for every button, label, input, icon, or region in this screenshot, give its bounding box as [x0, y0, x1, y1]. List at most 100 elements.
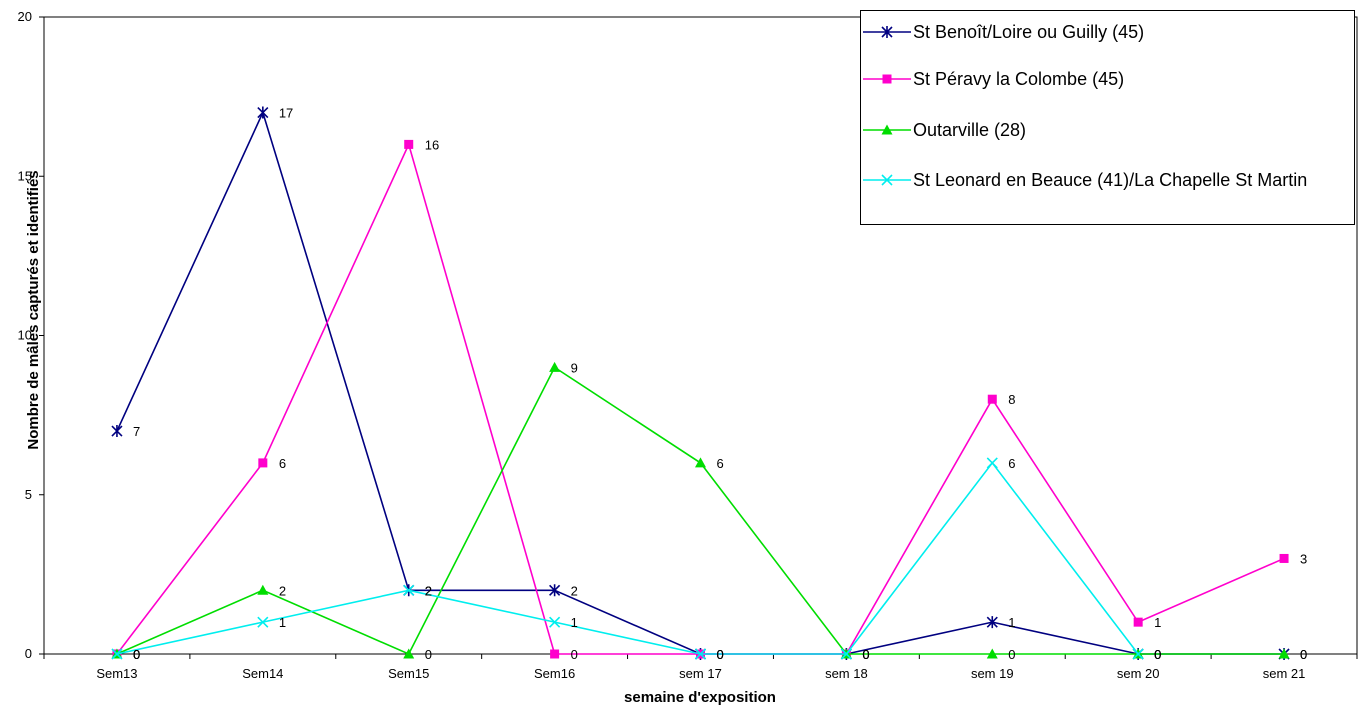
- data-label: 2: [279, 583, 286, 598]
- data-label: 0: [1008, 647, 1015, 662]
- data-label: 0: [133, 647, 140, 662]
- data-point-star: [111, 425, 123, 438]
- x-tick-label: sem 19: [971, 666, 1014, 681]
- data-label: 0: [133, 647, 140, 662]
- x-tick-label: Sem14: [242, 666, 283, 681]
- data-label: 0: [862, 647, 869, 662]
- data-label: 8: [1008, 392, 1015, 407]
- data-point-x: [549, 616, 561, 628]
- data-point-x: [694, 648, 707, 660]
- data-point-x: [1132, 648, 1144, 660]
- legend-item: St Benoît/Loire ou Guilly (45): [861, 21, 1333, 43]
- legend-label: St Péravy la Colombe (45): [913, 69, 1125, 89]
- data-label: 0: [1300, 647, 1307, 662]
- data-label: 0: [717, 647, 724, 662]
- y-tick-labels: 0 5 10 15 20: [18, 9, 32, 661]
- y-tick-label: 10: [18, 328, 32, 343]
- series-4: [111, 457, 1144, 660]
- legend-item: St Péravy la Colombe (45): [861, 68, 1333, 90]
- data-point-square: [258, 458, 268, 468]
- data-label: 3: [1300, 551, 1307, 566]
- legend-label: St Leonard en Beauce (41)/La Chapelle St…: [913, 170, 1308, 190]
- data-label: 0: [571, 647, 578, 662]
- data-label: 16: [425, 137, 439, 152]
- data-label: 0: [1154, 647, 1161, 662]
- y-axis-title: Nombre de mâles capturés et identifiés: [25, 170, 42, 449]
- data-label: 0: [1154, 647, 1161, 662]
- data-point-triangle: [986, 648, 998, 659]
- data-label: 0: [862, 647, 869, 662]
- data-point-x: [257, 616, 269, 628]
- data-point-star: [986, 616, 998, 629]
- series-group: [111, 106, 1290, 660]
- data-label: 0: [425, 647, 432, 662]
- y-tick-label: 0: [25, 646, 32, 661]
- data-point-star: [881, 26, 893, 38]
- data-label: 0: [862, 647, 869, 662]
- data-point-star: [549, 584, 561, 597]
- x-tick-label: sem 18: [825, 666, 868, 681]
- data-point-triangle: [881, 124, 893, 135]
- legend-swatch: [863, 124, 911, 135]
- data-point-x: [986, 457, 998, 469]
- data-label: 7: [133, 424, 140, 439]
- data-label: 0: [133, 647, 140, 662]
- data-label: 2: [571, 583, 578, 598]
- x-tick-labels: Sem13 Sem14 Sem15 Sem16 sem 17 sem 18 sem 19 se…: [96, 666, 1305, 681]
- data-label: 0: [1154, 647, 1161, 662]
- legend-item: St Leonard en Beauce (41)/La Chapelle St…: [861, 169, 1333, 191]
- y-tick-label: 5: [25, 487, 32, 502]
- legend-label: St Benoît/Loire ou Guilly (45): [913, 22, 1145, 42]
- data-point-square: [882, 74, 892, 84]
- data-point-triangle: [257, 584, 269, 595]
- data-point-x: [881, 174, 893, 186]
- x-tick-label: Sem13: [96, 666, 137, 681]
- legend-label: Outarville (28): [913, 120, 1027, 140]
- x-axis-title: semaine d'exposition: [624, 689, 776, 706]
- data-label: 2: [425, 583, 432, 598]
- data-point-triangle: [695, 457, 706, 468]
- data-label: 9: [571, 360, 578, 375]
- data-point-square: [987, 394, 997, 404]
- data-label: 0: [717, 647, 724, 662]
- data-label: 1: [571, 615, 578, 630]
- data-label: 0: [717, 647, 724, 662]
- x-tick-label: Sem16: [534, 666, 575, 681]
- x-tick-label: sem 17: [679, 666, 722, 681]
- data-label: 17: [279, 106, 293, 121]
- legend-swatch: [863, 74, 911, 84]
- legend-item: Outarville (28): [861, 119, 1333, 141]
- legend-swatch: [863, 26, 911, 38]
- data-label: 0: [1300, 647, 1307, 662]
- data-label: 1: [279, 615, 286, 630]
- data-label: 0: [862, 647, 869, 662]
- data-label: 1: [1008, 615, 1015, 630]
- legend: St Benoît/Loire ou Guilly (45) St Péravy …: [860, 10, 1355, 225]
- data-point-star: [257, 106, 269, 119]
- data-point-triangle: [403, 648, 415, 659]
- data-point-triangle: [1278, 648, 1290, 659]
- data-point-x: [840, 648, 852, 660]
- data-point-square: [1133, 617, 1143, 627]
- data-point-square: [550, 649, 560, 659]
- data-label: 6: [717, 456, 724, 471]
- data-point-square: [1279, 553, 1289, 563]
- series-line: [116, 366, 1285, 656]
- data-label: 6: [279, 456, 286, 471]
- data-point-x: [111, 648, 123, 660]
- legend-swatch: [863, 174, 911, 186]
- x-tick-label: sem 21: [1263, 666, 1306, 681]
- x-tick-label: Sem15: [388, 666, 429, 681]
- data-label: 6: [1008, 456, 1015, 471]
- data-point-triangle: [549, 361, 561, 372]
- y-tick-label: 15: [18, 168, 32, 183]
- data-label: 2: [425, 583, 432, 598]
- x-tick-label: sem 20: [1117, 666, 1160, 681]
- data-point-x: [403, 584, 415, 596]
- series-line: [116, 461, 1139, 655]
- data-label: 1: [1154, 615, 1161, 630]
- data-point-square: [404, 139, 414, 149]
- y-tick-label: 20: [18, 9, 32, 24]
